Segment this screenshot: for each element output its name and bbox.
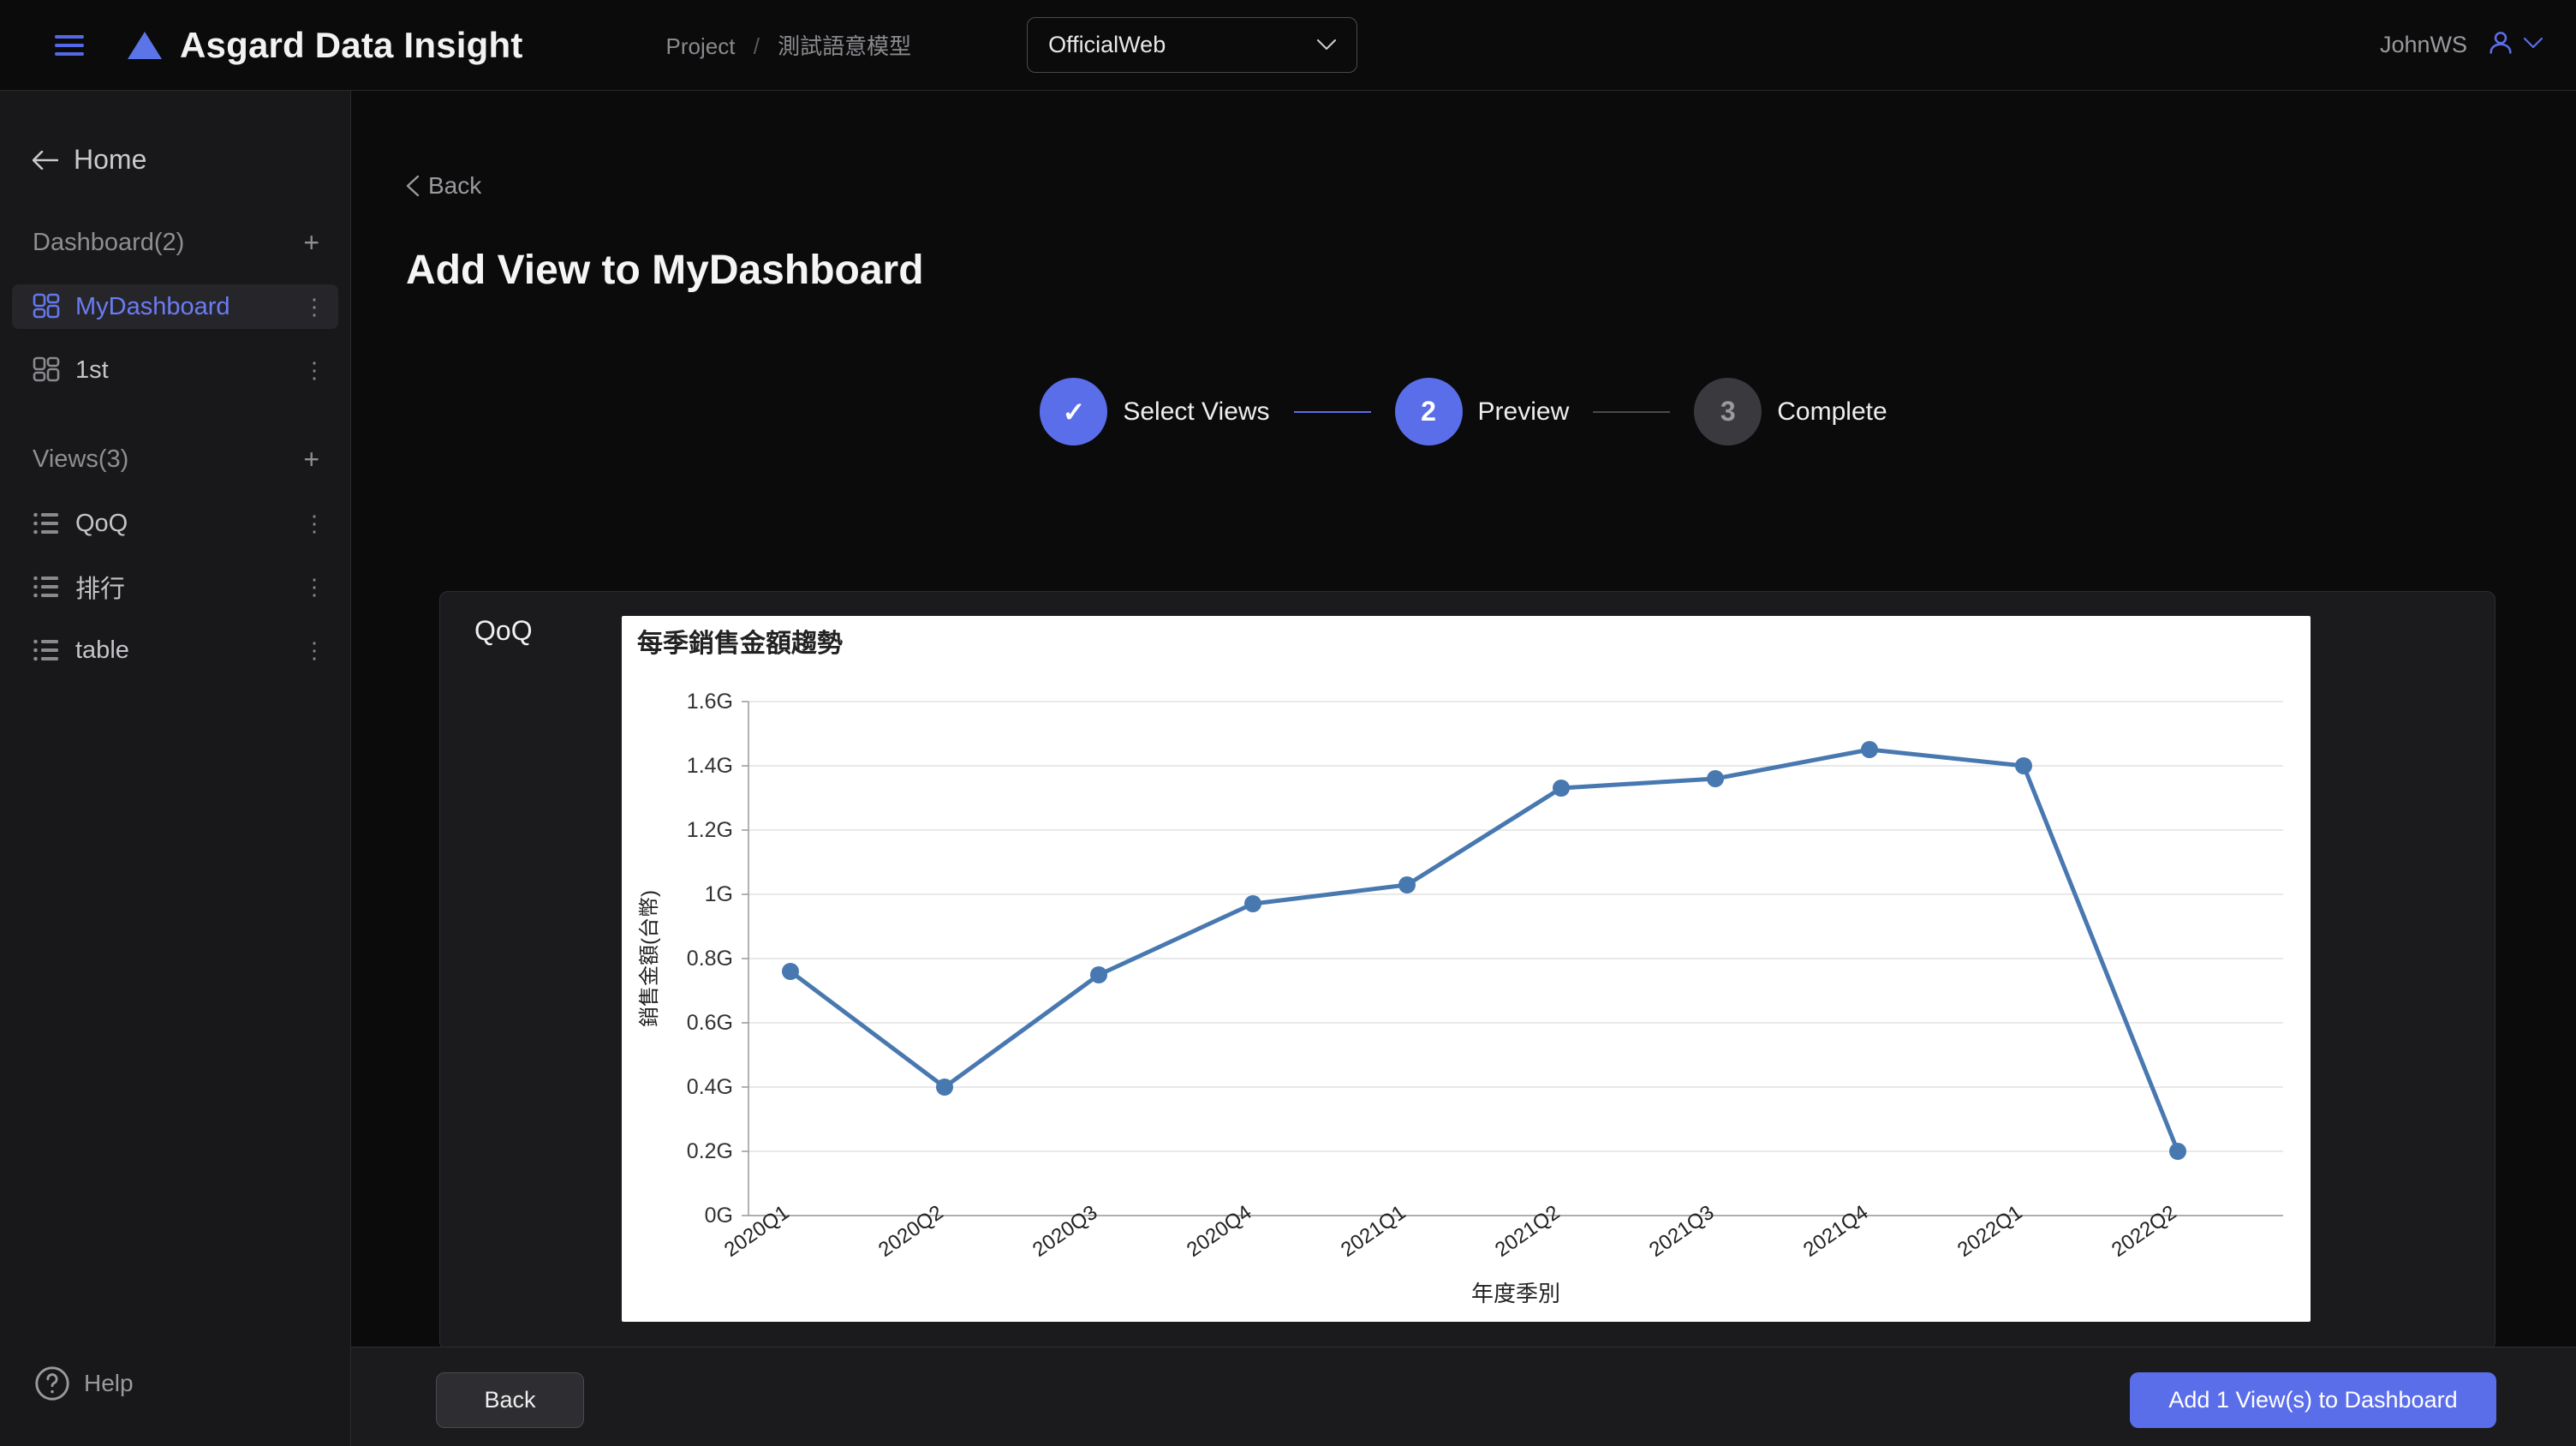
svg-text:2022Q1: 2022Q1 xyxy=(1953,1201,2026,1262)
svg-text:2021Q1: 2021Q1 xyxy=(1337,1201,1410,1262)
svg-text:1.2G: 1.2G xyxy=(687,818,733,842)
svg-text:0.4G: 0.4G xyxy=(687,1075,733,1099)
svg-text:1G: 1G xyxy=(705,882,733,906)
svg-text:2020Q3: 2020Q3 xyxy=(1029,1201,1101,1262)
svg-text:2022Q2: 2022Q2 xyxy=(2108,1201,2180,1262)
svg-text:每季銷售金額趨勢: 每季銷售金額趨勢 xyxy=(637,629,843,658)
svg-text:2021Q3: 2021Q3 xyxy=(1645,1201,1718,1262)
svg-text:0G: 0G xyxy=(705,1204,733,1228)
svg-text:0.8G: 0.8G xyxy=(687,947,733,971)
svg-text:2020Q4: 2020Q4 xyxy=(1183,1201,1255,1262)
svg-text:1.4G: 1.4G xyxy=(687,754,733,778)
svg-text:銷售金額(台幣): 銷售金額(台幣) xyxy=(638,890,661,1027)
svg-text:2021Q2: 2021Q2 xyxy=(1491,1201,1564,1262)
svg-text:0.6G: 0.6G xyxy=(687,1011,733,1035)
svg-text:年度季別: 年度季別 xyxy=(1471,1281,1560,1306)
svg-text:2021Q4: 2021Q4 xyxy=(1799,1201,1872,1262)
svg-text:1.6G: 1.6G xyxy=(687,690,733,714)
svg-text:0.2G: 0.2G xyxy=(687,1139,733,1163)
svg-text:2020Q2: 2020Q2 xyxy=(874,1201,947,1262)
